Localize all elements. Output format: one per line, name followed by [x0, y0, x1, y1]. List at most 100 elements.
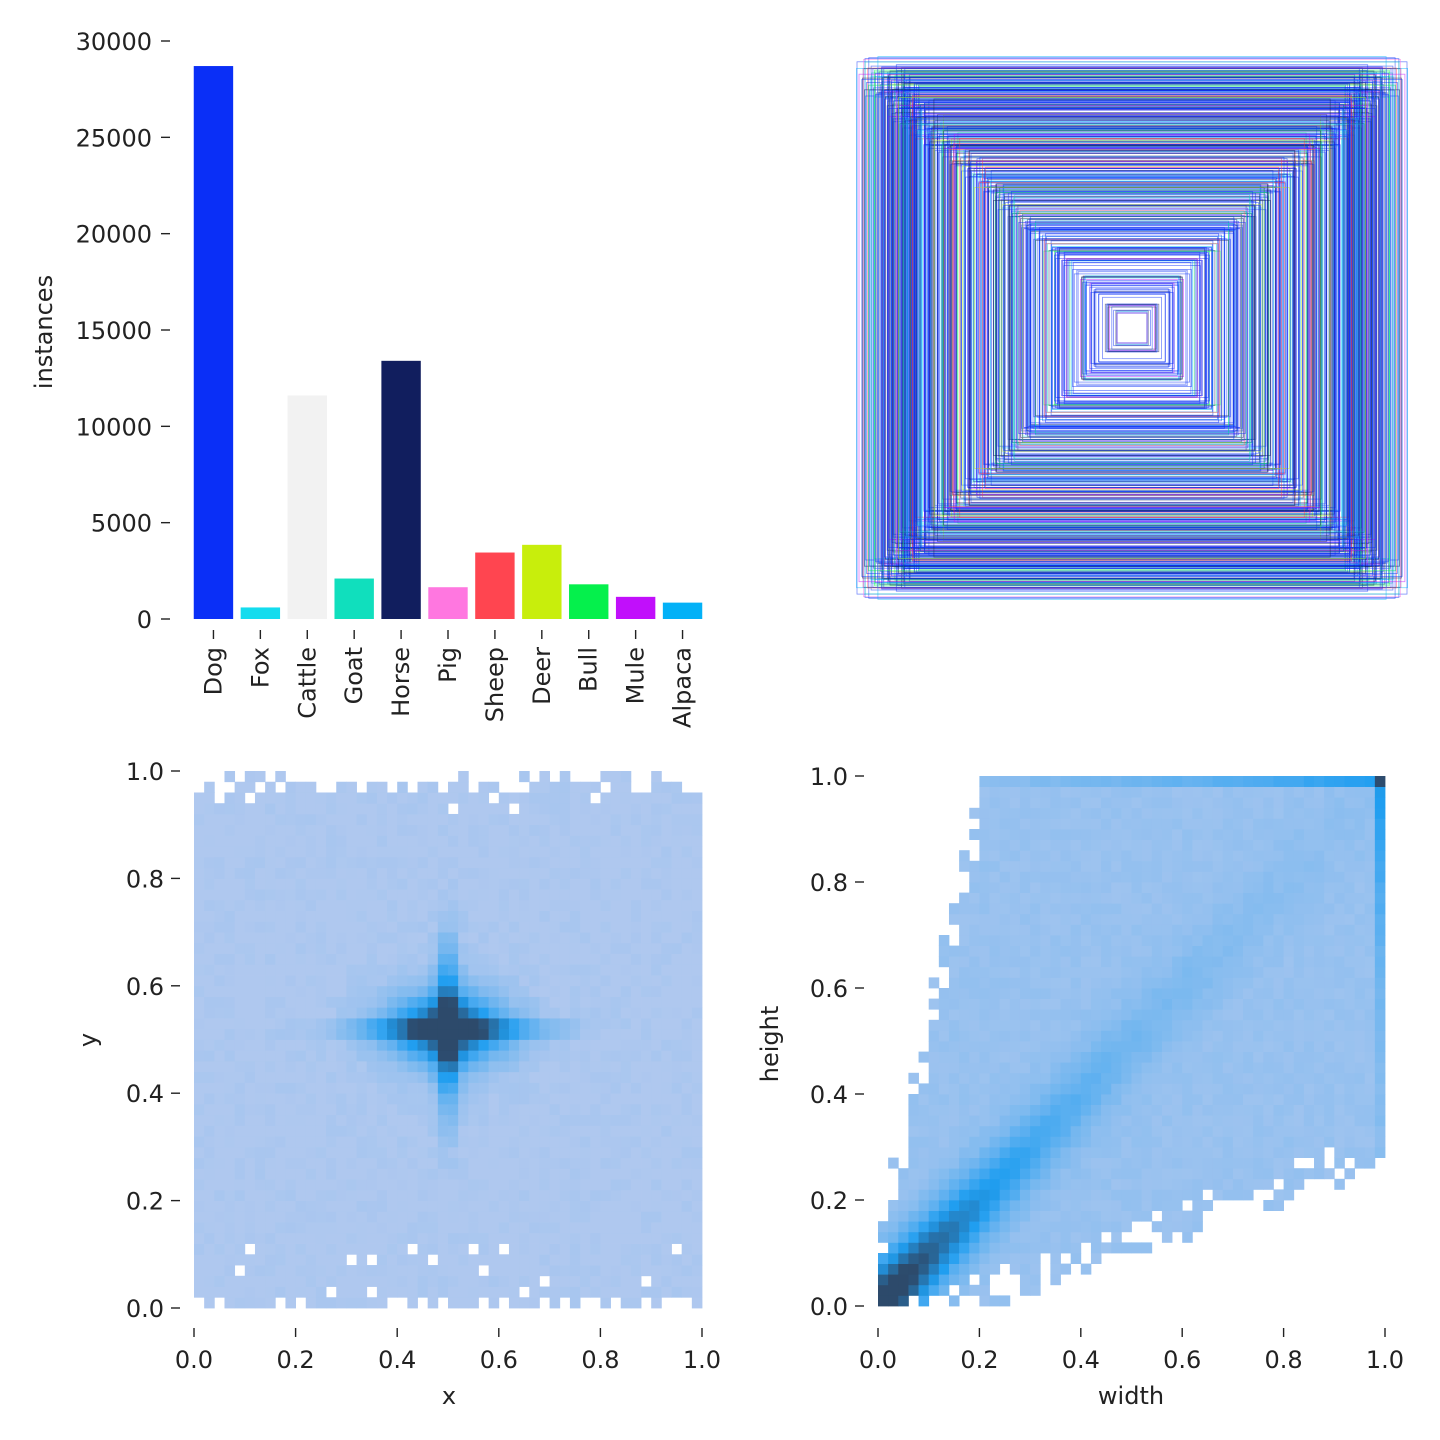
heatmap-cell [1344, 1094, 1355, 1105]
bounding-box [1093, 290, 1171, 366]
heatmap-cell [224, 1136, 236, 1148]
heatmap-cell [600, 1039, 611, 1051]
heatmap-cell [999, 882, 1011, 893]
heatmap-cell [1040, 892, 1051, 904]
heatmap-cell [1202, 1019, 1214, 1031]
heatmap-cell [285, 942, 296, 954]
heatmap-cell [1314, 1072, 1325, 1084]
heatmap-cell [948, 1104, 960, 1116]
heatmap-cell [458, 1211, 469, 1223]
heatmap-cell [590, 835, 601, 847]
heatmap-cell [315, 1200, 327, 1212]
heatmap-cell [1192, 935, 1203, 946]
bounding-box [883, 80, 1381, 576]
heatmap-cell [610, 1146, 622, 1159]
heatmap-cell [387, 985, 398, 997]
heatmap-cell [979, 1115, 990, 1127]
heatmap-cell [1090, 1062, 1102, 1074]
heatmap-cell [366, 1114, 378, 1126]
heatmap-cell [1070, 871, 1082, 883]
heatmap-cell [1019, 977, 1031, 989]
heatmap-cell [417, 1146, 429, 1159]
heatmap-cell [1303, 1041, 1315, 1052]
heatmap-cell [437, 889, 449, 901]
heatmap-cell [488, 1060, 500, 1073]
heatmap-cell [959, 1210, 970, 1222]
heatmap-cell [295, 792, 307, 804]
heatmap-cell [1030, 1200, 1041, 1211]
heatmap-cell [1182, 913, 1193, 925]
heatmap-cell [498, 910, 510, 922]
heatmap-cell [1121, 1019, 1132, 1031]
heatmap-cell [275, 985, 286, 997]
heatmap-cell [641, 1136, 652, 1148]
heatmap-cell [1283, 966, 1295, 978]
heatmap-cell [1364, 1157, 1376, 1169]
heatmap-cell [224, 1007, 236, 1019]
heatmap-cell [478, 792, 490, 804]
heatmap-cell [305, 975, 317, 987]
wh-x-tick-label: 0.2 [960, 1346, 998, 1374]
heatmap-cell [580, 1146, 591, 1159]
heatmap-cell [1101, 1147, 1112, 1158]
heatmap-cell [305, 867, 317, 879]
heatmap-cell [488, 846, 500, 858]
heatmap-cell [1151, 892, 1163, 904]
heatmap-cell [918, 1115, 930, 1127]
heatmap-cell [549, 856, 561, 869]
heatmap-cell [1009, 1083, 1021, 1095]
heatmap-cell [989, 1009, 1001, 1021]
heatmap-cell [651, 1050, 662, 1062]
heatmap-cell [979, 1094, 990, 1105]
heatmap-cell [1243, 1030, 1254, 1042]
heatmap-cell [1121, 850, 1132, 862]
heatmap-cell [488, 1114, 500, 1126]
heatmap-cell [1101, 1115, 1112, 1127]
bounding-box [1018, 221, 1246, 434]
heatmap-cell [559, 835, 571, 847]
heatmap-cell [1121, 871, 1132, 883]
heatmap-cell [948, 1051, 960, 1063]
heatmap-cell [1314, 1115, 1325, 1127]
heatmap-cell [938, 1231, 950, 1243]
heatmap-cell [1192, 1210, 1203, 1222]
heatmap-cell [519, 1050, 530, 1062]
heatmap-cell [569, 1028, 581, 1040]
heatmap-cell [1141, 956, 1153, 968]
heatmap-cell [478, 1039, 490, 1051]
heatmap-cell [610, 975, 622, 987]
heatmap-cell [315, 1286, 327, 1298]
heatmap-cell [519, 1071, 530, 1083]
heatmap-cell [1101, 988, 1112, 999]
bounding-box [1029, 218, 1235, 438]
heatmap-cell [194, 1243, 205, 1255]
heatmap-cell [1202, 1136, 1214, 1148]
heatmap-cell [214, 846, 225, 858]
heatmap-cell [651, 792, 662, 804]
heatmap-cell [1141, 850, 1153, 862]
heatmap-cell [641, 1189, 652, 1201]
heatmap-cell [620, 1168, 632, 1180]
heatmap-cell [315, 813, 327, 826]
heatmap-cell [1232, 776, 1244, 787]
heatmap-cell [265, 1071, 276, 1083]
heatmap-cell [1253, 807, 1264, 819]
heatmap-cell [285, 1146, 296, 1159]
heatmap-cell [898, 1284, 909, 1296]
heatmap-cell [878, 1295, 889, 1307]
heatmap-cell [468, 1146, 479, 1159]
heatmap-cell [488, 899, 500, 912]
heatmap-cell [1111, 871, 1122, 883]
heatmap-cell [969, 1030, 980, 1042]
heatmap-cell [356, 1275, 368, 1287]
heatmap-cell [1293, 829, 1305, 840]
heatmap-cell [295, 1157, 307, 1169]
heatmap-cell [1080, 1157, 1092, 1169]
heatmap-cell [1354, 945, 1366, 957]
heatmap-cell [569, 932, 581, 944]
heatmap-cell [265, 1050, 276, 1062]
heatmap-cell [691, 1093, 703, 1105]
bounding-box [888, 108, 1376, 548]
heatmap-cell [508, 953, 520, 965]
heatmap-cell [1141, 1200, 1153, 1211]
